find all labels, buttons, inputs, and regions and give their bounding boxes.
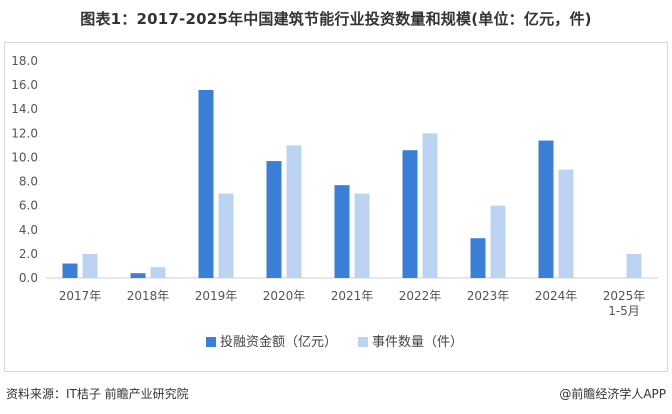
- bar-events: [82, 253, 98, 278]
- legend-events-label: 事件数量（件）: [372, 335, 463, 350]
- bar-chart: 0.0 2.0 4.0 6.0 8.0 10.0 12.0 14.0 16.0 18.0 2017年…: [11, 54, 658, 350]
- y-tick-label: 8.0: [19, 175, 38, 189]
- bar-investment: [402, 150, 418, 278]
- x-tick-label: 2022年: [399, 289, 442, 303]
- bar-events: [218, 193, 234, 278]
- legend-investment-label: 投融资金额（亿元）: [220, 334, 337, 350]
- x-tick-label: 2024年: [535, 289, 578, 303]
- x-tick-label: 2019年: [195, 289, 238, 303]
- bar-investment: [334, 185, 350, 278]
- y-tick-label: 2.0: [19, 247, 38, 261]
- y-tick-label: 4.0: [19, 223, 38, 237]
- y-tick-label: 6.0: [19, 199, 38, 213]
- chart-frame: [4, 42, 668, 372]
- brand-label: @前瞻经济学人APP: [559, 387, 666, 401]
- bar-investment: [62, 263, 78, 278]
- legend-investment-swatch: [206, 337, 216, 347]
- bar-events: [422, 133, 438, 278]
- chart-title: 图表1：2017-2025年中国建筑节能行业投资数量和规模(单位：亿元，件): [80, 10, 592, 28]
- x-tick-label: 2017年: [59, 289, 102, 303]
- legend-events-swatch: [358, 337, 368, 347]
- y-tick-label: 12.0: [11, 126, 38, 140]
- y-tick-label: 10.0: [11, 150, 38, 164]
- bar-investment: [130, 273, 146, 278]
- bar-investment: [198, 89, 214, 278]
- bar-investment: [470, 238, 486, 278]
- bar-events: [626, 253, 642, 278]
- x-tick-label: 2025年 1-5月: [603, 289, 646, 318]
- bar-events: [354, 193, 370, 278]
- bar-events: [558, 169, 574, 278]
- y-tick-label: 16.0: [11, 78, 38, 92]
- y-tick-label: 0.0: [19, 271, 38, 285]
- bar-investment: [538, 140, 554, 278]
- x-tick-label: 2023年: [467, 289, 510, 303]
- x-tick-label: 2018年: [127, 289, 170, 303]
- bar-events: [150, 267, 166, 278]
- x-tick-label: 2021年: [331, 289, 374, 303]
- y-tick-label: 18.0: [11, 54, 38, 68]
- x-tick-label: 2020年: [263, 289, 306, 303]
- bar-events: [286, 145, 302, 278]
- source-note: 资料来源：IT桔子 前瞻产业研究院: [6, 387, 189, 401]
- y-tick-label: 14.0: [11, 102, 38, 116]
- bar-events: [490, 205, 506, 278]
- bar-investment: [266, 161, 282, 278]
